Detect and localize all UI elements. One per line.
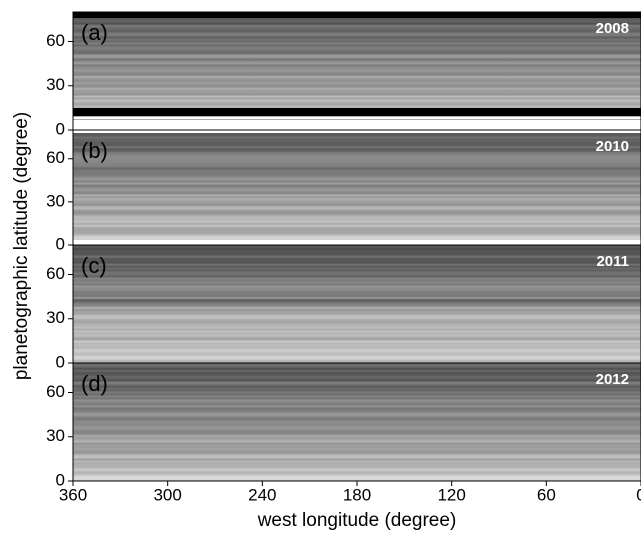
y-tick-label: 0 xyxy=(56,352,65,371)
panel-label: (d) xyxy=(81,371,108,396)
x-tick-label: 180 xyxy=(343,485,371,504)
panel-label: (b) xyxy=(81,138,108,163)
panel-label: (a) xyxy=(81,20,108,45)
x-axis-title: west longitude (degree) xyxy=(257,510,457,531)
map-gap xyxy=(73,240,641,245)
y-tick-label: 30 xyxy=(46,426,65,445)
map-image xyxy=(73,130,641,245)
x-tick-label: 300 xyxy=(153,485,181,504)
y-tick-label: 60 xyxy=(46,382,65,401)
y-tick-label: 0 xyxy=(56,470,65,489)
y-axis-title: planetographic latitude (degree) xyxy=(11,112,32,380)
y-tick-label: 0 xyxy=(56,234,65,253)
x-tick-label: 0 xyxy=(636,485,641,504)
x-tick-label: 60 xyxy=(537,485,556,504)
y-tick-label: 60 xyxy=(46,31,65,50)
x-tick-label: 360 xyxy=(59,485,87,504)
year-label: 2012 xyxy=(596,371,629,388)
y-tick-label: 30 xyxy=(46,191,65,210)
year-label: 2011 xyxy=(596,253,629,270)
y-tick-label: 30 xyxy=(46,75,65,94)
map-gap xyxy=(73,117,641,119)
y-tick-label: 0 xyxy=(56,119,65,138)
panel-label: (c) xyxy=(81,253,107,278)
y-tick-label: 30 xyxy=(46,308,65,327)
y-tick-label: 60 xyxy=(46,264,65,283)
year-label: 2008 xyxy=(596,20,629,37)
map-image xyxy=(73,245,641,363)
y-tick-label: 60 xyxy=(46,148,65,167)
map-image xyxy=(73,363,641,481)
x-tick-label: 240 xyxy=(248,485,276,504)
map-gap xyxy=(73,130,641,133)
x-tick-label: 120 xyxy=(437,485,465,504)
year-label: 2010 xyxy=(596,138,629,155)
map-gap xyxy=(73,108,641,116)
map-gap xyxy=(73,120,641,130)
map-gap xyxy=(73,12,641,18)
